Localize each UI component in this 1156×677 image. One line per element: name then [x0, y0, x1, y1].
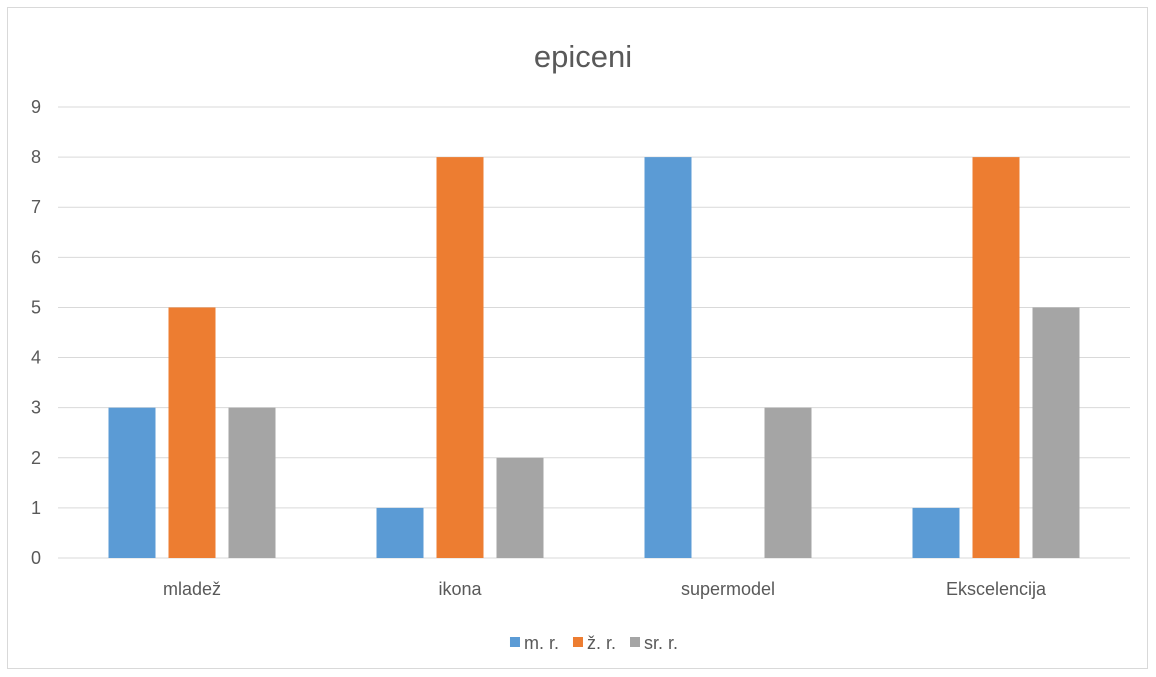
y-tick-label: 3: [31, 398, 41, 418]
y-tick-label: 5: [31, 297, 41, 317]
x-tick-label: Ekscelencija: [946, 579, 1047, 599]
bar-1-3: [644, 157, 692, 558]
legend-swatch-3: [630, 637, 640, 647]
y-tick-label: 4: [31, 348, 41, 368]
legend: m. r. ž. r. sr. r.: [509, 633, 678, 653]
y-tick-label: 2: [31, 448, 41, 468]
bar-3-2: [496, 457, 544, 558]
legend-label-3: sr. r.: [644, 633, 678, 653]
y-axis-ticks: 0 1 2 3 4 5 6 7 8 9: [31, 97, 41, 568]
x-axis-ticks: mladež ikona supermodel Ekscelencija: [163, 579, 1047, 599]
bar-2-1: [168, 307, 216, 558]
bar-1-1: [108, 407, 156, 558]
legend-label-2: ž. r.: [587, 633, 616, 653]
bar-3-4: [1032, 307, 1080, 558]
gridlines: [58, 106, 1130, 559]
y-tick-label: 6: [31, 247, 41, 267]
x-tick-label: supermodel: [681, 579, 775, 599]
bar-1-2: [376, 507, 424, 558]
y-tick-label: 7: [31, 197, 41, 217]
x-tick-label: ikona: [438, 579, 482, 599]
legend-swatch-1: [509, 637, 520, 647]
y-tick-label: 9: [31, 97, 41, 117]
y-tick-label: 1: [31, 498, 41, 518]
bar-2-2: [436, 157, 484, 558]
x-tick-label: mladež: [163, 579, 221, 599]
legend-label-1: m. r.: [524, 633, 559, 653]
y-tick-label: 0: [31, 548, 41, 568]
legend-swatch-2: [572, 637, 583, 647]
bars: [108, 157, 1080, 558]
bar-1-4: [912, 507, 960, 558]
y-tick-label: 8: [31, 147, 41, 167]
bar-3-1: [228, 407, 276, 558]
bar-3-3: [764, 407, 812, 558]
bar-2-4: [972, 157, 1020, 558]
chart-title: epiceni: [534, 39, 632, 74]
